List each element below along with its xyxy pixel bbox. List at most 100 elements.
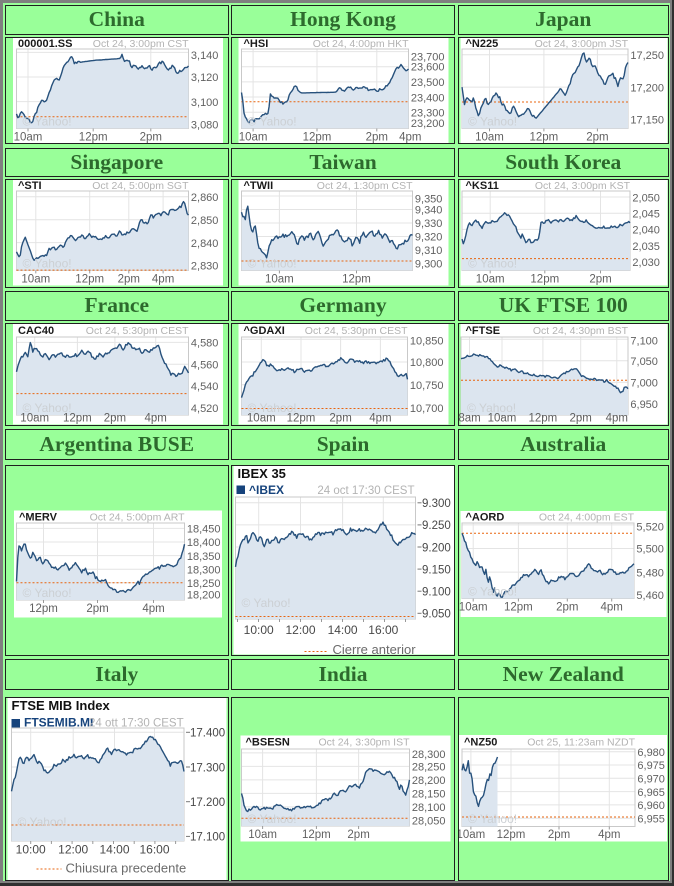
svg-text:© Yahoo!: © Yahoo! — [247, 115, 296, 129]
svg-text:Chiusura precedente: Chiusura precedente — [65, 861, 186, 876]
svg-text:10am: 10am — [459, 829, 485, 841]
svg-text:12pm: 12pm — [529, 413, 558, 425]
svg-text:2,030: 2,030 — [632, 257, 660, 269]
svg-text:9,330: 9,330 — [414, 218, 442, 230]
svg-text:12pm: 12pm — [63, 413, 92, 425]
svg-text:12pm: 12pm — [497, 829, 526, 841]
svg-text:12pm: 12pm — [504, 602, 533, 614]
svg-text:000001.SS: 000001.SS — [18, 38, 72, 50]
svg-text:^HSI: ^HSI — [243, 38, 268, 50]
svg-text:5,520: 5,520 — [636, 522, 664, 534]
svg-text:12:00: 12:00 — [285, 623, 315, 637]
svg-text:2pm: 2pm — [548, 829, 570, 841]
svg-text:Oct 24, 4:00pm EST: Oct 24, 4:00pm EST — [539, 512, 635, 524]
svg-text:© Yahoo!: © Yahoo! — [22, 115, 71, 129]
svg-text:5,460: 5,460 — [636, 590, 664, 602]
svg-text:Oct 24, 3:00pm JST: Oct 24, 3:00pm JST — [535, 38, 629, 50]
svg-text:23,300: 23,300 — [410, 107, 444, 119]
svg-text:10,750: 10,750 — [409, 380, 443, 392]
svg-text:14:00: 14:00 — [99, 843, 129, 857]
svg-text:© Yahoo!: © Yahoo! — [468, 812, 517, 826]
svg-text:10am: 10am — [265, 274, 294, 286]
svg-text:4pm: 4pm — [369, 413, 391, 425]
svg-text:12pm: 12pm — [530, 274, 559, 286]
svg-text:28,150: 28,150 — [411, 789, 445, 801]
svg-text:8am: 8am — [459, 413, 481, 425]
svg-text:© Yahoo!: © Yahoo! — [468, 585, 517, 599]
svg-text:IBEX 35: IBEX 35 — [237, 466, 285, 481]
svg-text:17,200: 17,200 — [630, 82, 664, 94]
svg-text:10am: 10am — [13, 132, 42, 143]
svg-text:Oct 25, 11:23am NZDT: Oct 25, 11:23am NZDT — [527, 737, 635, 749]
svg-text:6,950: 6,950 — [630, 399, 658, 411]
svg-text:23,500: 23,500 — [410, 77, 444, 89]
svg-text:12pm: 12pm — [342, 274, 371, 286]
svg-text:Oct 24, 3:00pm KST: Oct 24, 3:00pm KST — [535, 180, 631, 192]
svg-text:Oct 24, 5:00pm ART: Oct 24, 5:00pm ART — [89, 512, 185, 524]
svg-text:2,850: 2,850 — [190, 215, 218, 227]
svg-text:4pm: 4pm — [151, 274, 173, 286]
svg-text:4pm: 4pm — [606, 413, 628, 425]
svg-text:Oct 24, 4:30pm BST: Oct 24, 4:30pm BST — [533, 325, 629, 337]
svg-text:10:00: 10:00 — [15, 843, 45, 857]
svg-text:Oct 24, 5:30pm CEST: Oct 24, 5:30pm CEST — [85, 325, 188, 337]
svg-text:9,300: 9,300 — [414, 259, 442, 271]
svg-text:4,520: 4,520 — [190, 403, 218, 415]
svg-text:7,050: 7,050 — [630, 356, 658, 368]
svg-text:12pm: 12pm — [302, 132, 331, 143]
svg-text:7,000: 7,000 — [630, 378, 658, 390]
svg-text:9.300: 9.300 — [422, 498, 451, 510]
svg-text:© Yahoo!: © Yahoo! — [22, 257, 71, 271]
svg-text:9.250: 9.250 — [422, 520, 451, 532]
svg-text:2pm: 2pm — [347, 829, 369, 841]
svg-text:12pm: 12pm — [530, 132, 559, 143]
svg-text:12pm: 12pm — [286, 413, 315, 425]
svg-text:2,045: 2,045 — [632, 208, 660, 220]
svg-text:10:00: 10:00 — [243, 623, 273, 637]
svg-text:2pm: 2pm — [86, 603, 108, 615]
svg-text:7,100: 7,100 — [630, 336, 658, 348]
svg-text:^STI: ^STI — [18, 180, 42, 192]
svg-text:3,120: 3,120 — [190, 72, 218, 84]
svg-text:18,200: 18,200 — [186, 590, 220, 602]
svg-text:^BSESN: ^BSESN — [245, 737, 289, 749]
svg-text:4pm: 4pm — [399, 132, 421, 143]
svg-text:9.150: 9.150 — [422, 564, 451, 576]
svg-text:23,700: 23,700 — [410, 51, 444, 63]
svg-text:12:00: 12:00 — [58, 843, 88, 857]
svg-text:© Yahoo!: © Yahoo! — [247, 257, 296, 271]
svg-text:9,310: 9,310 — [414, 245, 442, 257]
svg-text:2pm: 2pm — [103, 413, 125, 425]
svg-text:12pm: 12pm — [75, 274, 104, 286]
svg-text:© Yahoo!: © Yahoo! — [17, 815, 66, 829]
svg-text:9.100: 9.100 — [422, 587, 451, 599]
svg-text:^FTSE: ^FTSE — [466, 325, 501, 337]
svg-text:9,320: 9,320 — [414, 232, 442, 244]
svg-text:Oct 24, 3:00pm CST: Oct 24, 3:00pm CST — [92, 38, 188, 50]
svg-text:24 oct 17:30 CEST: 24 oct 17:30 CEST — [317, 485, 414, 497]
svg-text:9.200: 9.200 — [422, 542, 451, 554]
svg-text:2,050: 2,050 — [632, 193, 660, 205]
svg-text:10am: 10am — [476, 274, 505, 286]
svg-text:© Yahoo!: © Yahoo! — [22, 586, 71, 600]
svg-text:16:00: 16:00 — [368, 623, 398, 637]
svg-text:28,050: 28,050 — [411, 816, 445, 828]
svg-text:3,080: 3,080 — [190, 119, 218, 131]
svg-text:23,600: 23,600 — [410, 62, 444, 74]
svg-text:3,140: 3,140 — [190, 50, 218, 62]
svg-text:14:00: 14:00 — [327, 623, 357, 637]
svg-text:^GDAXI: ^GDAXI — [243, 325, 284, 337]
svg-text:10am: 10am — [475, 132, 504, 143]
svg-text:28,250: 28,250 — [411, 762, 445, 774]
svg-text:28,100: 28,100 — [411, 802, 445, 814]
svg-text:2pm: 2pm — [329, 413, 351, 425]
svg-text:12pm: 12pm — [78, 132, 107, 143]
svg-text:2,040: 2,040 — [632, 225, 660, 237]
svg-text:5,480: 5,480 — [636, 567, 664, 579]
svg-text:CAC40: CAC40 — [18, 325, 54, 337]
svg-text:Oct 24, 5:30pm CEST: Oct 24, 5:30pm CEST — [304, 325, 407, 337]
svg-text:2,830: 2,830 — [190, 261, 218, 273]
svg-text:28,200: 28,200 — [411, 775, 445, 787]
svg-text:4pm: 4pm — [601, 602, 623, 614]
svg-text:4,540: 4,540 — [190, 381, 218, 393]
